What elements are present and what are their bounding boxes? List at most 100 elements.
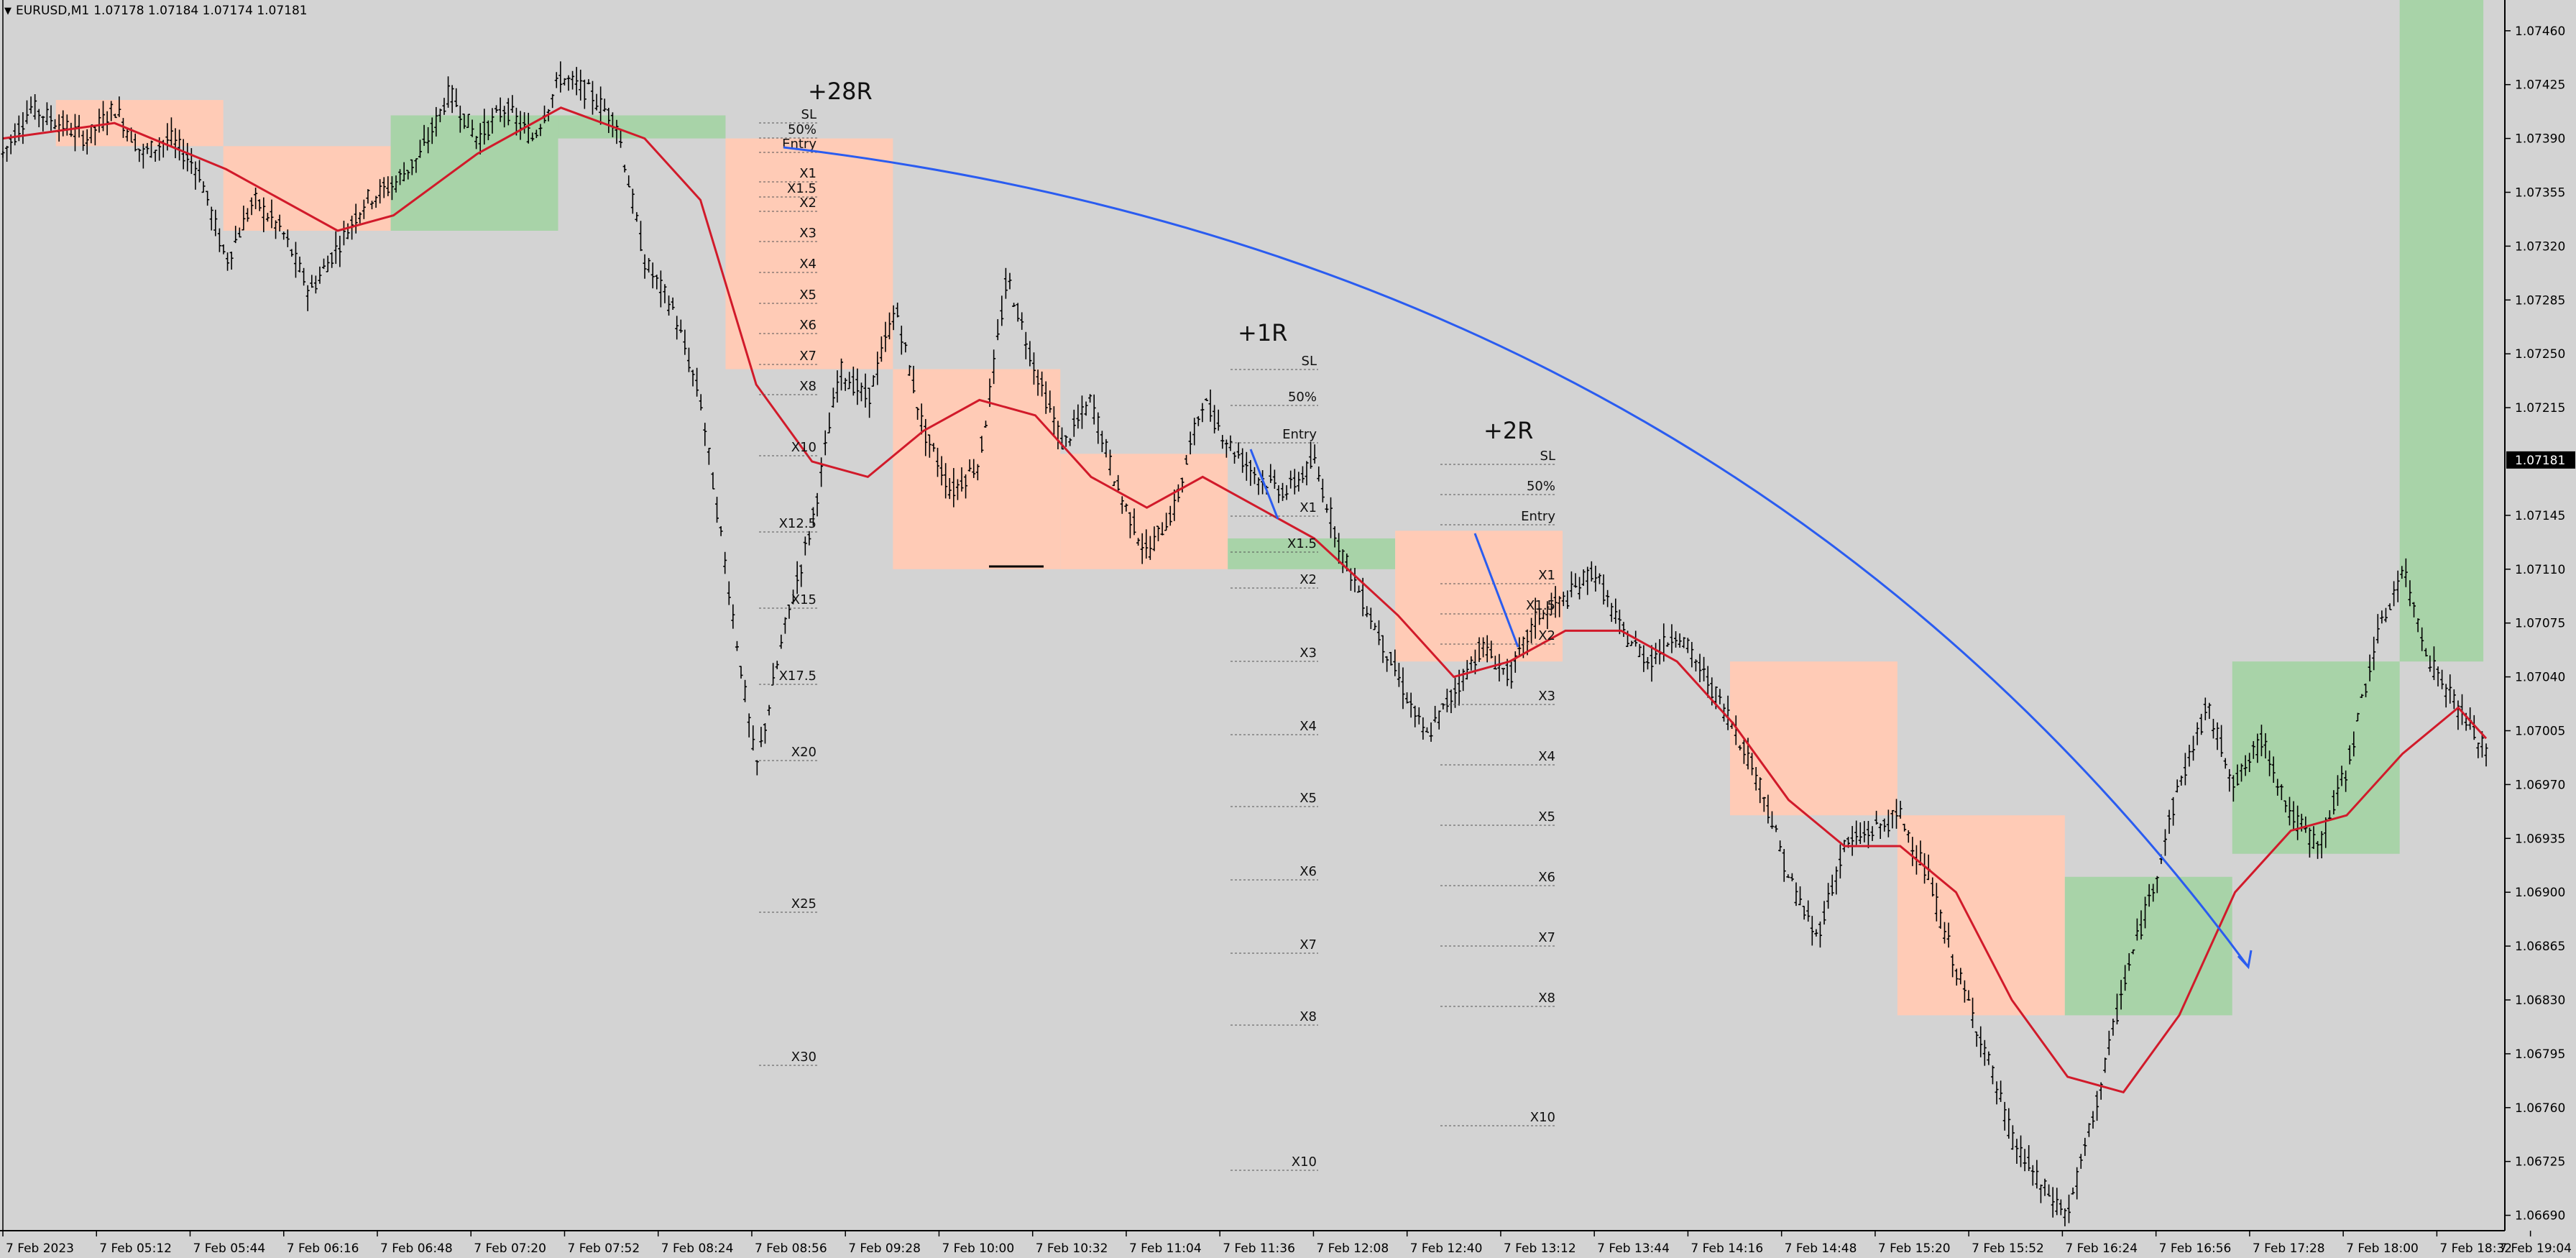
session-box-5 [893, 369, 1061, 569]
price-tick-label: 1.07040 [2515, 671, 2565, 685]
level-label: X1.5 [1287, 536, 1317, 551]
level-label: SL [801, 107, 816, 122]
level-label: X7 [1538, 930, 1555, 945]
level-label: X7 [1300, 937, 1317, 952]
session-box-7 [1228, 538, 1396, 569]
price-tick-label: 1.06935 [2515, 832, 2565, 846]
time-tick-label: 7 Feb 19:04 [2499, 1241, 2572, 1256]
candles [1, 61, 2488, 1226]
level-label: X2 [1538, 628, 1555, 643]
price-tick-label: 1.07145 [2515, 509, 2565, 523]
time-tick-label: 7 Feb 10:00 [942, 1241, 1014, 1256]
time-tick-label: 7 Feb 10:32 [1036, 1241, 1108, 1256]
price-tick-label: 1.07355 [2515, 186, 2565, 201]
trade-arrows [783, 146, 2253, 970]
price-tick-label: 1.07075 [2515, 617, 2565, 631]
time-tick-label: 7 Feb 11:04 [1129, 1241, 1202, 1256]
level-label: X1.5 [1526, 598, 1555, 613]
arrow-short-2 [1473, 533, 1519, 648]
time-tick-label: 7 Feb 09:28 [848, 1241, 921, 1256]
time-tick-label: 7 Feb 14:48 [1785, 1241, 1857, 1256]
price-tick-label: 1.07425 [2515, 78, 2565, 93]
price-tick-label: 1.06830 [2515, 993, 2565, 1008]
session-box-11 [2064, 876, 2232, 1016]
time-tick-label: 7 Feb 08:56 [755, 1241, 827, 1256]
level-label: 50% [1288, 390, 1317, 405]
level-label: X3 [799, 226, 816, 241]
session-boxes [55, 0, 2484, 1016]
arrow-head [2237, 950, 2253, 970]
time-tick-label: 7 Feb 15:52 [1972, 1241, 2044, 1256]
price-tick-label: 1.06760 [2515, 1101, 2565, 1116]
time-tick-label: 7 Feb 06:48 [380, 1241, 453, 1256]
ma-line [2, 106, 2488, 1094]
level-label: X25 [791, 896, 816, 912]
price-tick-label: 1.06900 [2515, 886, 2565, 900]
session-box-13 [2399, 0, 2484, 662]
time-tick-label: 7 Feb 13:12 [1504, 1241, 1576, 1256]
level-label: X3 [1538, 689, 1555, 704]
time-tick-label: 7 Feb 13:44 [1597, 1241, 1670, 1256]
trade-ladder-2: SL 50% Entry X1 X1.5 X2 X3 X4 X5 X6 X7 X8 X10 +1R [1230, 319, 1318, 1171]
level-label: X4 [1538, 749, 1555, 764]
time-tick-label: 7 Feb 2023 [6, 1241, 74, 1256]
trade-result-label: +28R [808, 78, 873, 105]
level-label: SL [1302, 354, 1317, 369]
ohlc-label: 1.07178 1.07184 1.07174 1.07181 [93, 4, 308, 18]
session-box-2 [390, 115, 558, 231]
time-tick-label: 7 Feb 05:12 [99, 1241, 172, 1256]
level-label: X8 [1538, 991, 1555, 1006]
trade-result-label: +2R [1484, 417, 1533, 444]
time-tick-label: 7 Feb 08:24 [661, 1241, 734, 1256]
level-label: Entry [1282, 427, 1317, 442]
session-box-9 [1729, 661, 1898, 816]
time-tick-label: 7 Feb 12:08 [1316, 1241, 1389, 1256]
level-label: 50% [1527, 479, 1555, 494]
level-label: X6 [1538, 870, 1555, 885]
level-label: X1 [1538, 568, 1555, 583]
level-label: X4 [1300, 719, 1317, 734]
level-label: X6 [1300, 864, 1317, 879]
arrow-short-1 [1249, 449, 1279, 520]
level-label: X1 [799, 166, 816, 181]
price-tick-label: 1.06690 [2515, 1209, 2565, 1223]
dropdown-arrow-icon[interactable]: ▼ [4, 5, 12, 17]
time-tick-label: 7 Feb 15:20 [1878, 1241, 1951, 1256]
price-tick-label: 1.07285 [2515, 293, 2565, 308]
trade-result-label: +1R [1238, 319, 1287, 346]
price-tick-label: 1.07110 [2515, 563, 2565, 577]
level-label: X1 [1300, 500, 1317, 515]
price-tick-label: 1.07460 [2515, 24, 2565, 39]
level-label: X5 [1538, 809, 1555, 825]
price-tick-label: 1.06795 [2515, 1047, 2565, 1062]
level-label: X20 [791, 745, 816, 760]
price-tick-label: 1.07390 [2515, 132, 2565, 147]
time-tick-label: 7 Feb 07:20 [474, 1241, 546, 1256]
level-label: X1.5 [787, 181, 816, 196]
level-label: X17.5 [779, 669, 816, 684]
session-box-12 [2232, 661, 2400, 854]
level-label: X3 [1300, 646, 1317, 661]
level-label: X7 [799, 349, 816, 364]
level-label: X10 [1530, 1110, 1555, 1125]
time-tick-label: 7 Feb 18:32 [2439, 1241, 2512, 1256]
moving-average [2, 106, 2488, 1094]
session-box-4 [725, 138, 893, 369]
level-label: SL [1540, 449, 1555, 464]
time-tick-label: 7 Feb 14:16 [1690, 1241, 1763, 1256]
level-label: X6 [799, 318, 816, 333]
level-label: 50% [788, 122, 816, 137]
level-label: X5 [1300, 791, 1317, 806]
level-label: X8 [799, 379, 816, 394]
level-label: X8 [1300, 1009, 1317, 1024]
time-tick-label: 7 Feb 06:16 [287, 1241, 359, 1256]
time-tick-label: 7 Feb 17:28 [2253, 1241, 2325, 1256]
level-label: X15 [791, 592, 816, 607]
time-tick-label: 7 Feb 12:40 [1410, 1241, 1483, 1256]
time-tick-label: 7 Feb 07:52 [567, 1241, 640, 1256]
level-label: X30 [791, 1050, 816, 1065]
arc-arrow-long [783, 146, 2250, 968]
